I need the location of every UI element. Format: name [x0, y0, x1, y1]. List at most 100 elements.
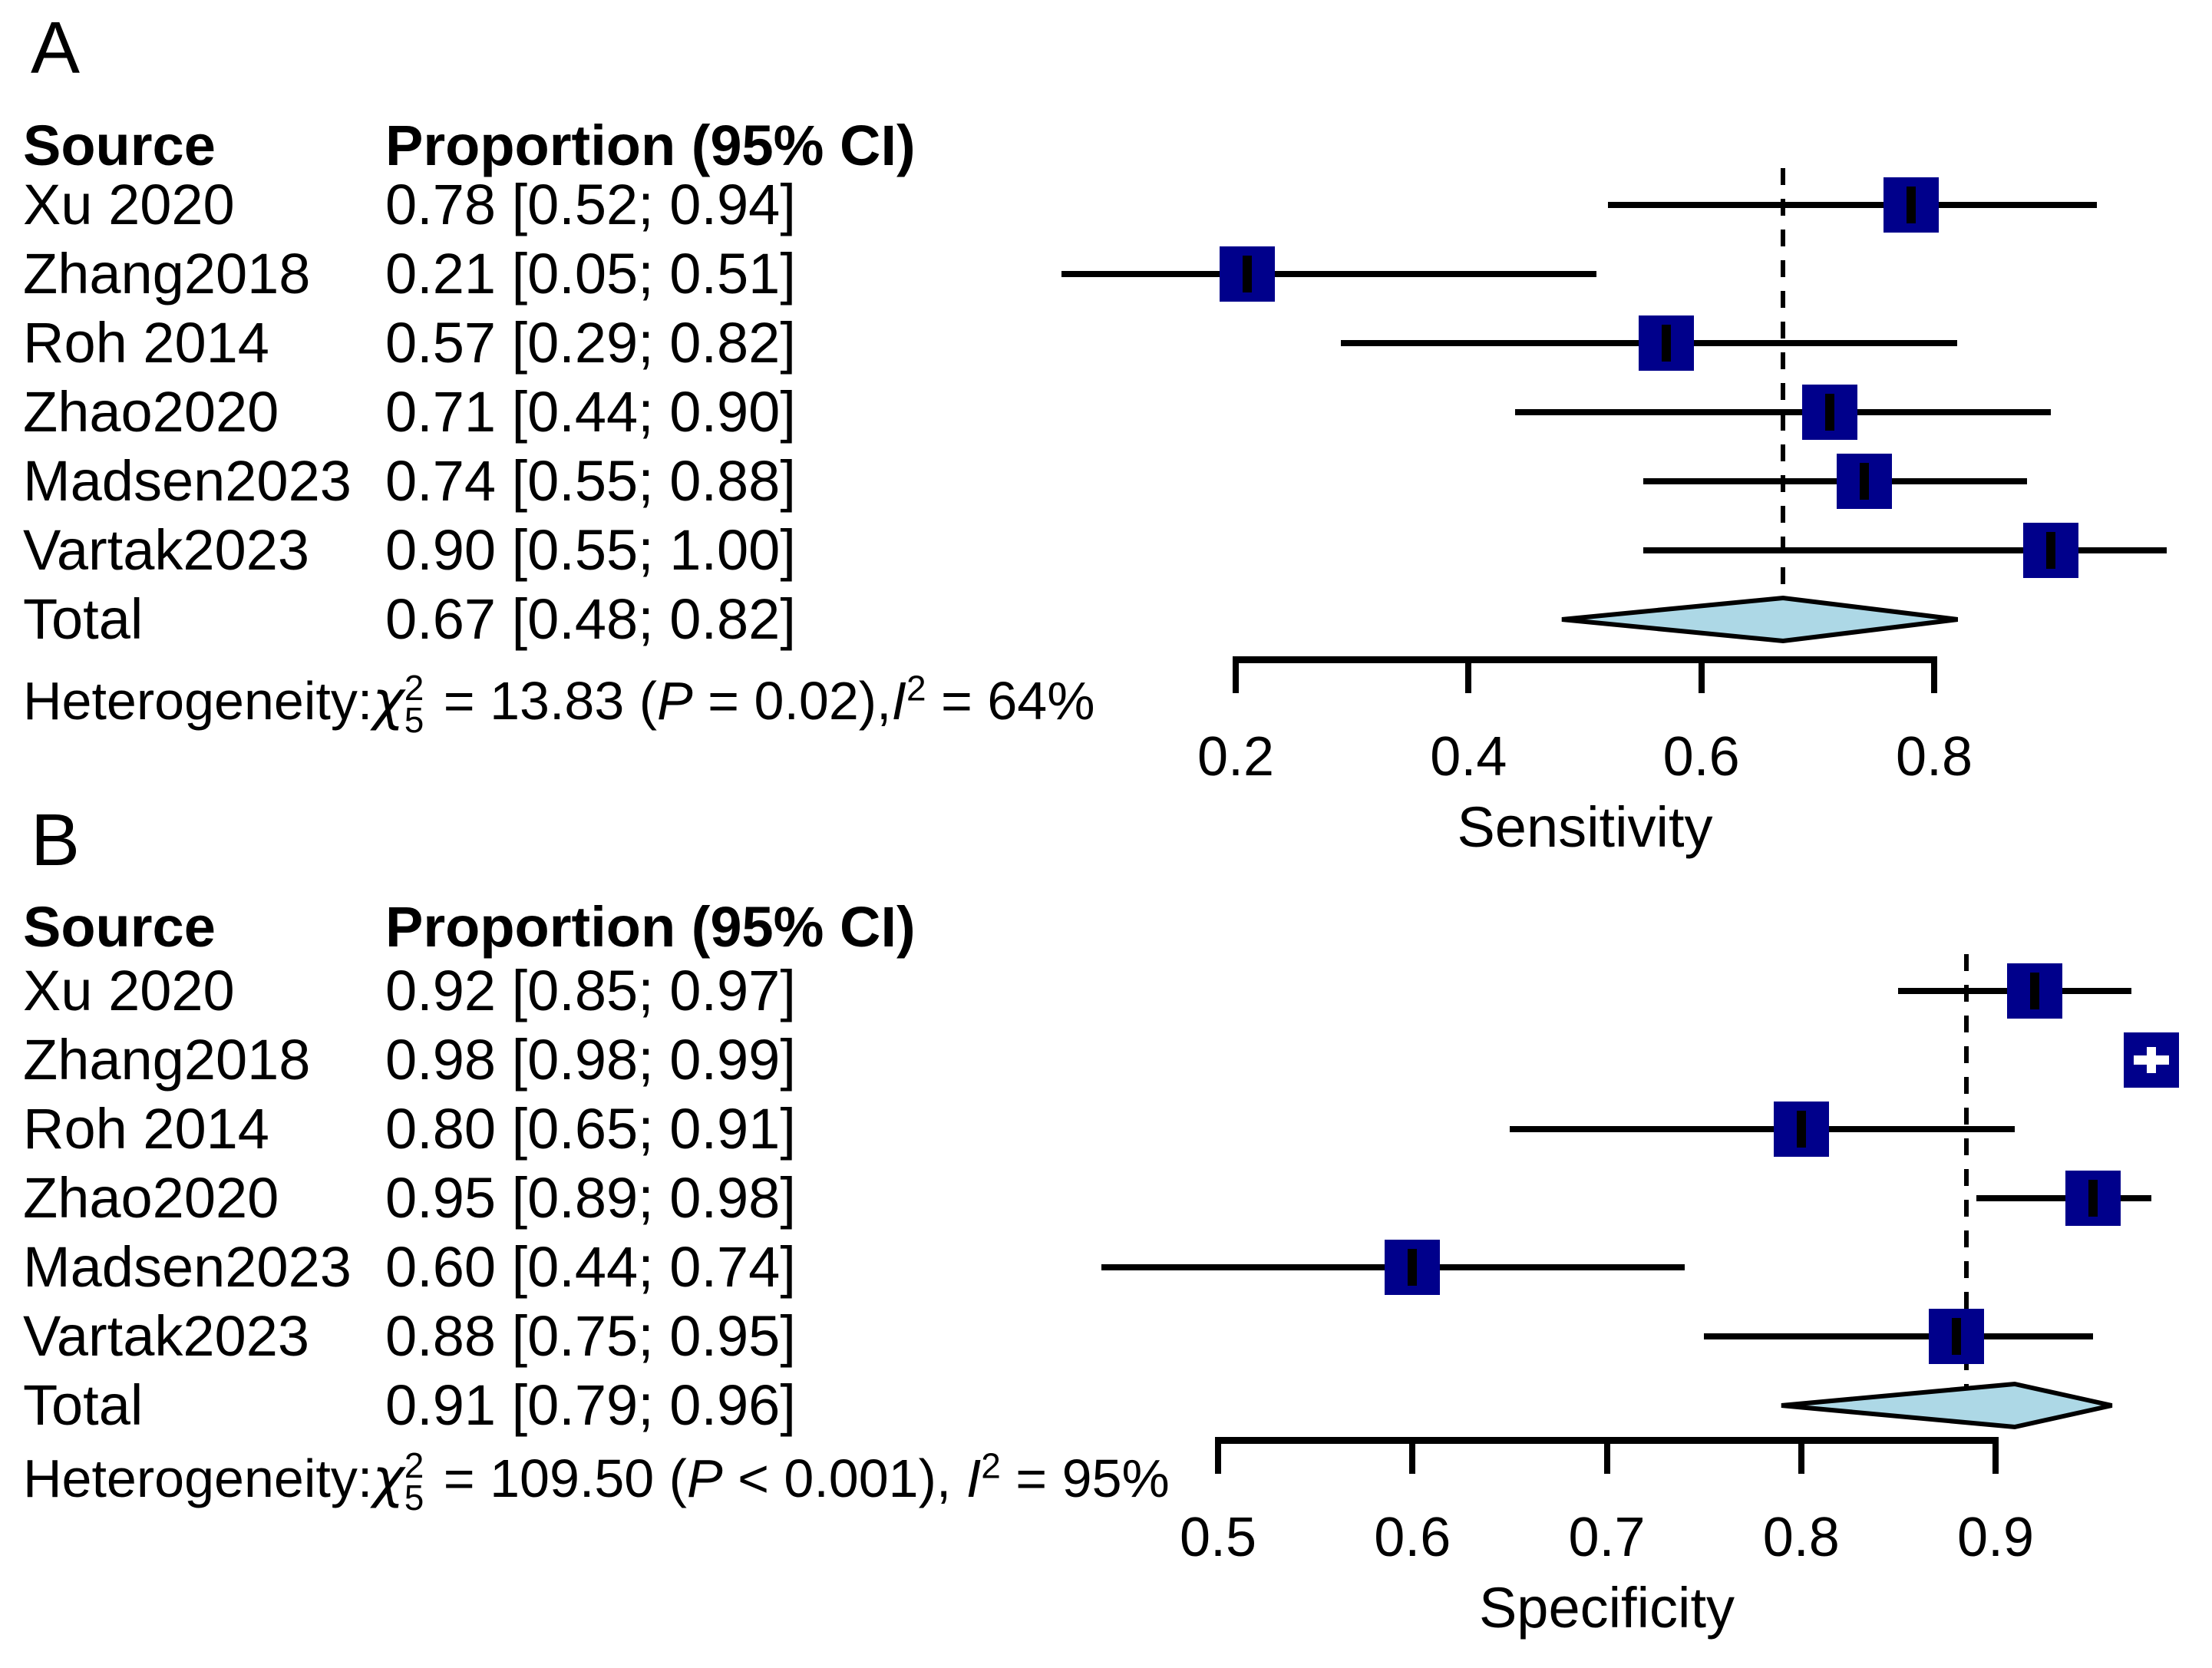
total-diamond — [1781, 1381, 2113, 1430]
chi-superscript: 2 — [404, 667, 424, 708]
x-axis-tick-label: 0.9 — [1956, 1507, 2035, 1568]
study-name: Vartak2023 — [23, 518, 309, 582]
het-b-stat: = 109.50 ( — [428, 1448, 687, 1508]
study-proportion-ci: 0.95 [0.89; 0.98] — [385, 1166, 796, 1230]
study-name: Xu 2020 — [23, 959, 235, 1022]
study-name: Madsen2023 — [23, 1235, 352, 1299]
x-axis-tick — [1992, 1437, 1999, 1474]
panel-b-source-header: Source — [23, 895, 216, 959]
confidence-interval-line — [1642, 547, 2167, 553]
panel-b-proportion-header: Proportion (95% CI) — [385, 895, 916, 959]
x-axis-tick-label: 0.8 — [1762, 1507, 1840, 1568]
study-name: Madsen2023 — [23, 449, 352, 513]
total-diamond — [1561, 595, 1958, 644]
p-symbol: P — [657, 671, 693, 731]
study-name: Vartak2023 — [23, 1304, 309, 1368]
i-superscript: 2 — [981, 1445, 1001, 1486]
chi-symbol: χ — [372, 1447, 404, 1510]
het-a-i2-value: = 64% — [926, 671, 1095, 731]
dashed-reference-line — [1964, 954, 1969, 1405]
x-axis-tick-label: 0.2 — [1197, 726, 1275, 788]
confidence-interval-line — [1976, 1195, 2151, 1201]
x-axis-tick — [1233, 656, 1239, 693]
x-axis-tick-label: 0.6 — [1662, 726, 1740, 788]
dashed-reference-line — [1780, 168, 1785, 619]
confidence-interval-line — [1509, 1126, 2016, 1132]
panel-a-heterogeneity-note: Heterogeneity:χ 2 5 = 13.83 (P = 0.02),I2 … — [23, 669, 1094, 738]
study-proportion-ci: 0.78 [0.52; 0.94] — [385, 173, 796, 236]
het-b-prefix: Heterogeneity: — [23, 1448, 373, 1508]
confidence-interval-line — [1642, 478, 2028, 484]
het-b-i2-value: = 95% — [1000, 1448, 1170, 1508]
confidence-interval-line — [1515, 409, 2051, 415]
point-estimate-marker — [1824, 394, 1834, 431]
study-proportion-ci: 0.90 [0.55; 1.00] — [385, 518, 796, 582]
x-axis-tick — [1465, 656, 1472, 693]
x-axis-tick-label: 0.8 — [1895, 726, 1973, 788]
x-axis-tick — [1798, 1437, 1804, 1474]
point-estimate-marker — [2088, 1180, 2098, 1217]
study-proportion-ci: 0.74 [0.55; 0.88] — [385, 449, 796, 513]
i-superscript: 2 — [906, 668, 926, 708]
study-name: Roh 2014 — [23, 1097, 269, 1161]
study-proportion-ci: 0.80 [0.65; 0.91] — [385, 1097, 796, 1161]
confidence-interval-line — [1704, 1333, 2093, 1339]
het-a-prefix: Heterogeneity: — [23, 671, 373, 731]
confidence-interval-line — [1061, 271, 1597, 277]
study-proportion-ci: 0.88 [0.75; 0.95] — [385, 1304, 796, 1368]
panel-a-source-header: Source — [23, 114, 216, 177]
total-proportion-ci: 0.67 [0.48; 0.82] — [385, 587, 796, 651]
study-proportion-ci: 0.71 [0.44; 0.90] — [385, 380, 796, 444]
panel-a-proportion-header: Proportion (95% CI) — [385, 114, 916, 177]
point-estimate-marker — [2146, 1047, 2156, 1073]
study-proportion-ci: 0.21 [0.05; 0.51] — [385, 242, 796, 306]
point-estimate-marker — [1860, 463, 1869, 500]
x-axis-tick — [1698, 656, 1705, 693]
study-name: Zhao2020 — [23, 1166, 279, 1230]
x-axis-title: Specificity — [1478, 1576, 1735, 1640]
study-proportion-ci: 0.60 [0.44; 0.74] — [385, 1235, 796, 1299]
study-proportion-ci: 0.57 [0.29; 0.82] — [385, 311, 796, 375]
study-name: Zhang2018 — [23, 242, 311, 306]
chi-superscript: 2 — [404, 1445, 424, 1485]
x-axis-tick-label: 0.7 — [1568, 1507, 1646, 1568]
x-axis-tick — [1215, 1437, 1221, 1474]
panel-b-label: B — [31, 799, 81, 881]
total-label: Total — [23, 1373, 144, 1437]
i-symbol: I — [891, 671, 906, 731]
x-axis-tick — [1409, 1437, 1416, 1474]
point-estimate-marker — [1796, 1111, 1806, 1148]
study-name: Roh 2014 — [23, 311, 269, 375]
chi-symbol: χ — [372, 669, 404, 732]
point-estimate-marker — [1662, 325, 1672, 362]
het-b-pvalue: < 0.001), — [722, 1448, 966, 1508]
point-estimate-marker — [1952, 1318, 1962, 1355]
x-axis-tick-label: 0.4 — [1430, 726, 1507, 788]
total-proportion-ci: 0.91 [0.79; 0.96] — [385, 1373, 796, 1437]
chi-subscript: 5 — [404, 699, 424, 740]
study-name: Zhang2018 — [23, 1028, 311, 1092]
study-proportion-ci: 0.92 [0.85; 0.97] — [385, 959, 796, 1022]
study-proportion-ci: 0.98 [0.98; 0.99] — [385, 1028, 796, 1092]
confidence-interval-line — [1608, 202, 2098, 208]
x-axis-tick — [1603, 1437, 1610, 1474]
study-name: Xu 2020 — [23, 173, 235, 236]
point-estimate-marker — [2045, 532, 2055, 569]
x-axis-line — [1233, 656, 1937, 663]
study-name: Zhao2020 — [23, 380, 279, 444]
point-estimate-marker — [1408, 1249, 1418, 1286]
point-estimate-marker — [2029, 973, 2039, 1009]
het-a-pvalue: = 0.02), — [692, 671, 892, 731]
point-estimate-marker — [1906, 187, 1916, 223]
i-symbol: I — [966, 1448, 982, 1508]
total-label: Total — [23, 587, 144, 651]
panel-b-heterogeneity-note: Heterogeneity:χ 2 5 = 109.50 (P < 0.001), … — [23, 1446, 1170, 1515]
panel-a-label: A — [31, 7, 81, 89]
het-a-stat: = 13.83 ( — [428, 671, 658, 731]
x-axis-tick — [1931, 656, 1937, 693]
x-axis-title: Sensitivity — [1457, 795, 1713, 859]
point-estimate-marker — [1243, 256, 1253, 292]
